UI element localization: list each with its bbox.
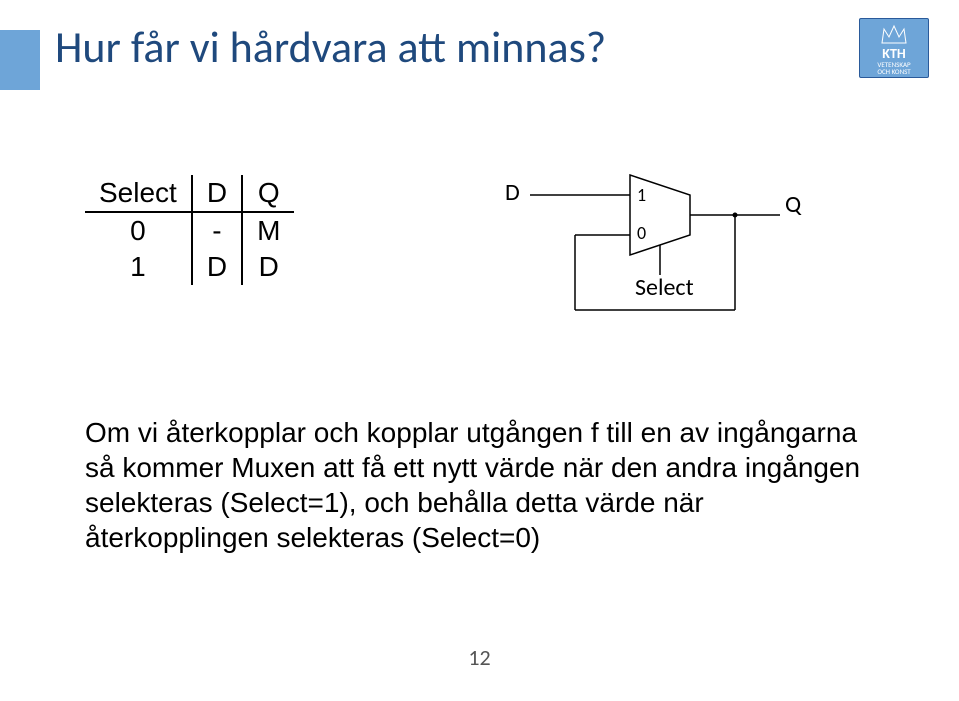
mux-svg <box>490 160 810 330</box>
slide: Hur får vi hårdvara att minnas? KTH VETE… <box>0 0 959 701</box>
table-header: Q <box>242 175 294 212</box>
table-header: Select <box>85 175 192 212</box>
diagram-select-label: Select <box>635 273 694 302</box>
table-cell: M <box>242 212 294 249</box>
page-title: Hur får vi hårdvara att minnas? <box>55 20 606 74</box>
diagram-input-d-label: D <box>505 178 520 207</box>
kth-logo: KTH VETENSKAP OCH KONST <box>859 18 929 78</box>
truth-table: Select D Q 0 - M 1 D D <box>85 175 294 285</box>
table-cell: D <box>242 249 294 285</box>
table-cell: - <box>192 212 242 249</box>
table-header: D <box>192 175 242 212</box>
title-accent-bar <box>0 30 40 90</box>
table-cell: D <box>192 249 242 285</box>
body-paragraph: Om vi återkopplar och kopplar utgången f… <box>85 415 865 555</box>
diagram-input-0-label: 0 <box>637 222 646 244</box>
crown-icon <box>879 21 909 47</box>
mux-diagram: D Q Select 1 0 <box>490 160 810 330</box>
logo-text-line3: OCH KONST <box>877 67 910 76</box>
table-cell: 0 <box>85 212 192 249</box>
diagram-input-1-label: 1 <box>637 184 646 206</box>
diagram-output-q-label: Q <box>785 190 801 219</box>
page-number: 12 <box>0 644 959 671</box>
table-cell: 1 <box>85 249 192 285</box>
